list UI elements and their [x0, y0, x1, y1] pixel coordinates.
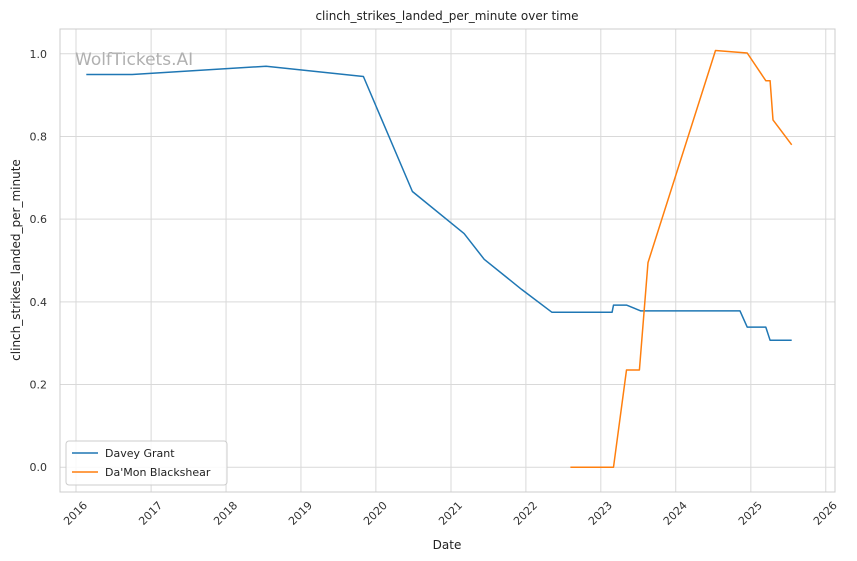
y-tick-label: 0.8 [30, 130, 48, 143]
watermark: WolfTickets.AI [75, 50, 193, 70]
plot-area [60, 29, 835, 492]
y-axis-title: clinch_strikes_landed_per_minute [9, 159, 23, 361]
y-tick-label: 0.6 [30, 213, 48, 226]
x-axis-title: Date [433, 538, 462, 552]
chart-title: clinch_strikes_landed_per_minute over ti… [315, 9, 578, 23]
series-lines [86, 49, 793, 468]
y-tick-label: 0.2 [30, 379, 48, 392]
legend-label-davey-grant: Davey Grant [105, 447, 175, 460]
y-tick-label: 1.0 [30, 48, 48, 61]
y-tick-label: 0.4 [30, 296, 48, 309]
y-tick-label: 0.0 [30, 461, 48, 474]
series-line-davey-grant [86, 65, 792, 342]
plot-frame [59, 28, 836, 493]
series-line-da-mon-blackshear [570, 49, 793, 468]
legend: Davey Grant Da'Mon Blackshear [65, 440, 228, 486]
legend-label-damon-blackshear: Da'Mon Blackshear [105, 466, 211, 479]
legend-box [65, 440, 228, 486]
